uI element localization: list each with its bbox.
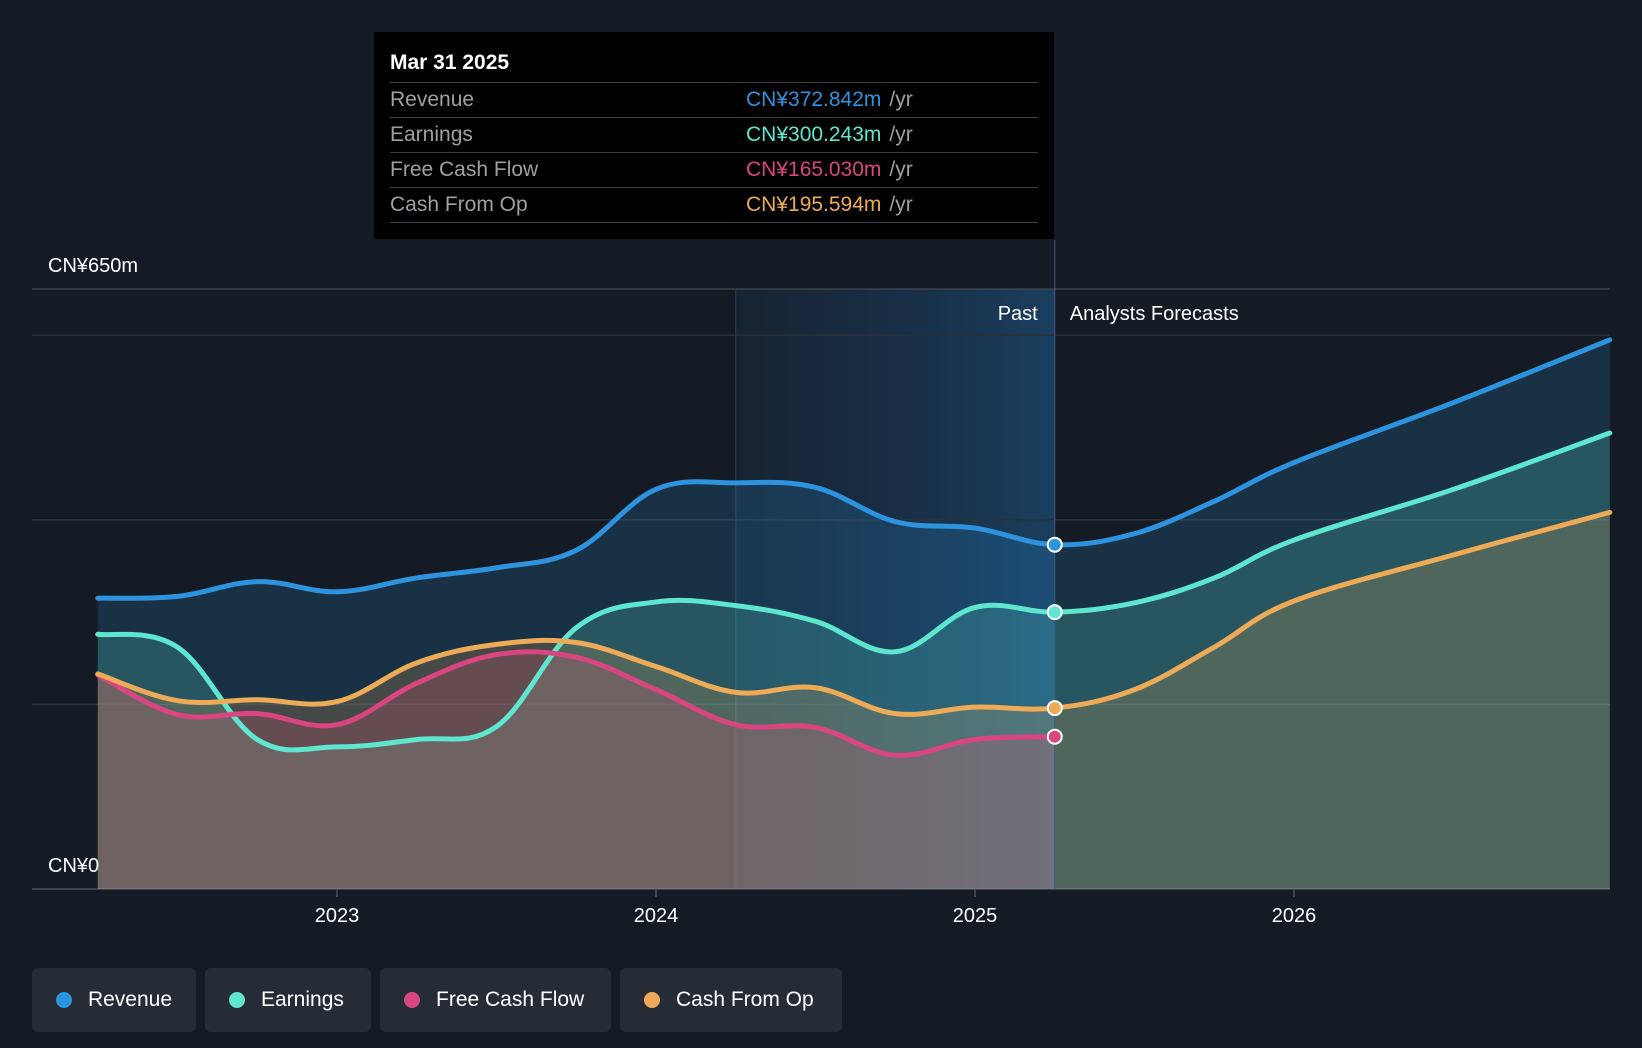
tooltip-value: CN¥300.243m	[746, 123, 882, 146]
tooltip-unit: /yr	[889, 158, 913, 181]
tooltip-row-revenue: Revenue CN¥372.842m /yr	[390, 83, 1038, 118]
free-cash-flow-marker[interactable]	[1046, 728, 1063, 745]
tooltip-label: Earnings	[390, 123, 473, 146]
revenue-area	[97, 339, 1610, 889]
legend-label: Revenue	[87, 988, 172, 1011]
tooltip-label: Cash From Op	[390, 193, 528, 216]
tooltip-value: CN¥165.030m	[746, 158, 882, 181]
earnings-dot-icon	[229, 992, 245, 1008]
tooltip-label: Revenue	[390, 88, 475, 111]
x-tick-label: 2026	[1272, 905, 1317, 927]
y-axis-top-label: CN¥650m	[48, 255, 138, 277]
series-lines	[95, 337, 1613, 758]
legend-label: Earnings	[261, 988, 344, 1011]
tooltip-row-earnings: Earnings CN¥300.243m /yr	[390, 118, 1038, 153]
legend: Revenue Earnings Free Cash Flow Cash Fro…	[32, 968, 842, 1032]
legend-label: Cash From Op	[676, 988, 814, 1011]
tooltip-row-cash-from-op: Cash From Op CN¥195.594m /yr	[390, 188, 1038, 223]
tooltip-value: CN¥195.594m	[746, 193, 882, 216]
revenue-dot-icon	[56, 992, 72, 1008]
x-axis-ticks: 2023 2024 2025 2026	[315, 889, 1317, 927]
cash-from-op-line	[95, 509, 1613, 717]
tooltip-unit: /yr	[889, 193, 913, 216]
free-cash-flow-line	[95, 649, 1058, 758]
x-tick-label: 2024	[634, 905, 679, 927]
cash-from-op-dot-icon	[644, 992, 660, 1008]
legend-label: Free Cash Flow	[436, 988, 585, 1011]
tooltip-date: Mar 31 2025	[390, 46, 1038, 83]
tooltip: Mar 31 2025 Revenue CN¥372.842m /yr Earn…	[374, 32, 1054, 239]
legend-item-earnings[interactable]: Earnings	[205, 968, 371, 1032]
earnings-area	[97, 433, 1610, 889]
legend-item-cash-from-op[interactable]: Cash From Op	[620, 968, 842, 1032]
cash-from-op-marker[interactable]	[1046, 700, 1063, 717]
revenue-line	[95, 337, 1613, 601]
x-tick-label: 2025	[953, 905, 998, 927]
legend-item-free-cash-flow[interactable]: Free Cash Flow	[380, 968, 611, 1032]
forecast-label: Analysts Forecasts	[1070, 303, 1239, 325]
tooltip-row-free-cash-flow: Free Cash Flow CN¥165.030m /yr	[390, 153, 1038, 188]
free-cash-flow-area	[97, 651, 1055, 889]
past-highlight-band	[735, 289, 1055, 889]
revenue-marker[interactable]	[1046, 536, 1063, 553]
y-axis-bottom-label: CN¥0	[48, 855, 99, 877]
earnings-marker[interactable]	[1046, 604, 1063, 621]
tooltip-unit: /yr	[889, 123, 913, 146]
x-tick-label: 2023	[315, 905, 360, 927]
legend-item-revenue[interactable]: Revenue	[32, 968, 196, 1032]
earnings-line	[95, 430, 1613, 753]
free-cash-flow-dot-icon	[404, 992, 420, 1008]
series-markers[interactable]	[1046, 536, 1063, 745]
tooltip-value: CN¥372.842m	[746, 88, 882, 111]
past-label: Past	[998, 303, 1038, 325]
tooltip-unit: /yr	[889, 88, 913, 111]
tooltip-label: Free Cash Flow	[390, 158, 539, 181]
